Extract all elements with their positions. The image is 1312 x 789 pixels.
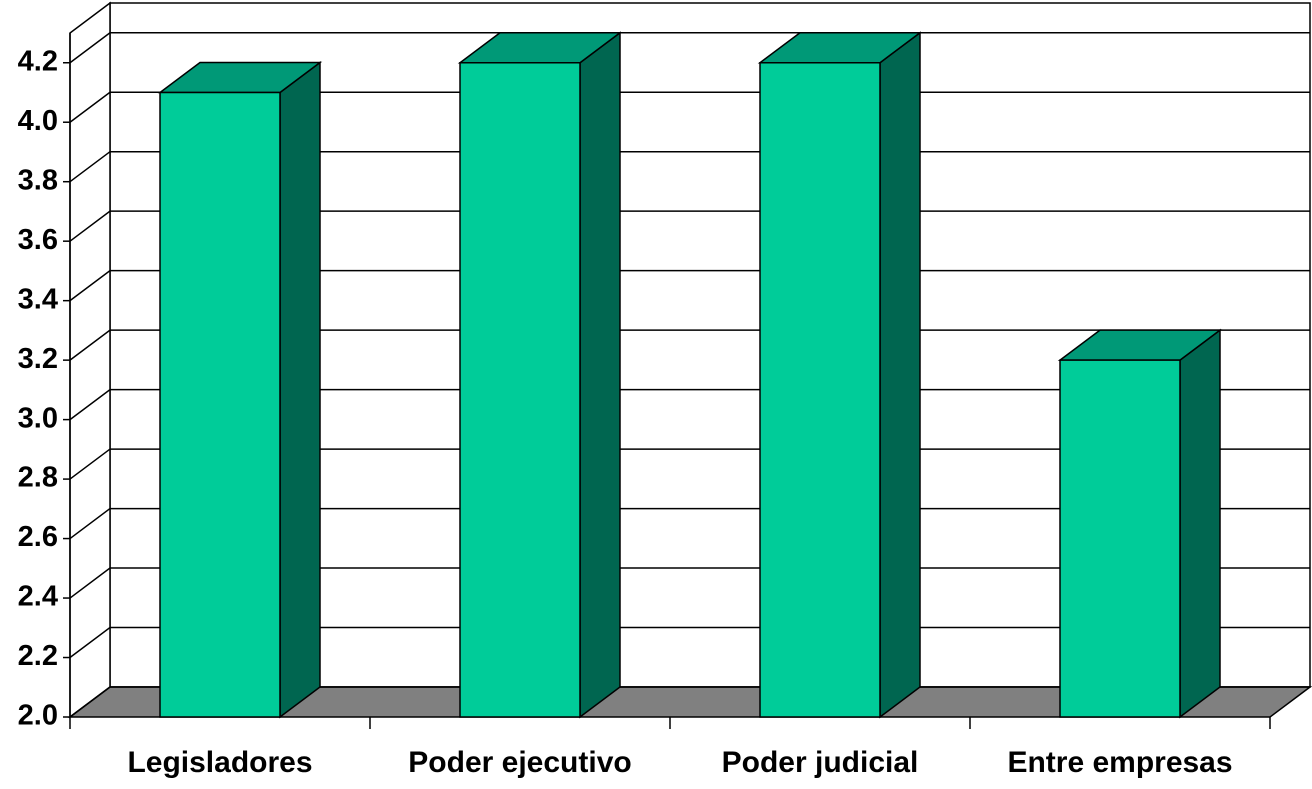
bar-front <box>759 61 881 718</box>
x-tick-label: Legisladores <box>127 746 312 779</box>
bar-side <box>879 31 921 719</box>
side-wall <box>69 1 111 719</box>
x-tick-label: Entre empresas <box>1007 746 1232 779</box>
y-tick-label: 3.0 <box>18 402 58 434</box>
y-tick-label: 3.2 <box>18 343 58 375</box>
y-tick-label: 3.6 <box>18 224 58 256</box>
bar-side <box>1179 328 1221 719</box>
bar-front <box>159 91 281 718</box>
bar <box>757 31 923 719</box>
y-tick-label: 2.8 <box>18 462 58 494</box>
bar <box>1057 328 1223 719</box>
y-tick-label: 3.8 <box>18 164 58 196</box>
y-tick-label: 3.4 <box>18 283 58 315</box>
x-tick-label: Poder ejecutivo <box>408 746 631 779</box>
y-tick-label: 2.0 <box>18 700 58 732</box>
y-tick-label: 4.2 <box>18 45 58 77</box>
y-tick-label: 2.6 <box>18 521 58 553</box>
bar-side <box>279 60 321 719</box>
y-tick-label: 2.2 <box>18 640 58 672</box>
y-tick-label: 4.0 <box>18 105 58 137</box>
x-tick-label: Poder judicial <box>722 746 919 779</box>
bar <box>157 60 323 719</box>
bar <box>457 31 623 719</box>
bar-front <box>459 61 581 718</box>
y-tick-label: 2.4 <box>18 581 58 613</box>
bar-side <box>579 31 621 719</box>
bar-front <box>1059 359 1181 718</box>
